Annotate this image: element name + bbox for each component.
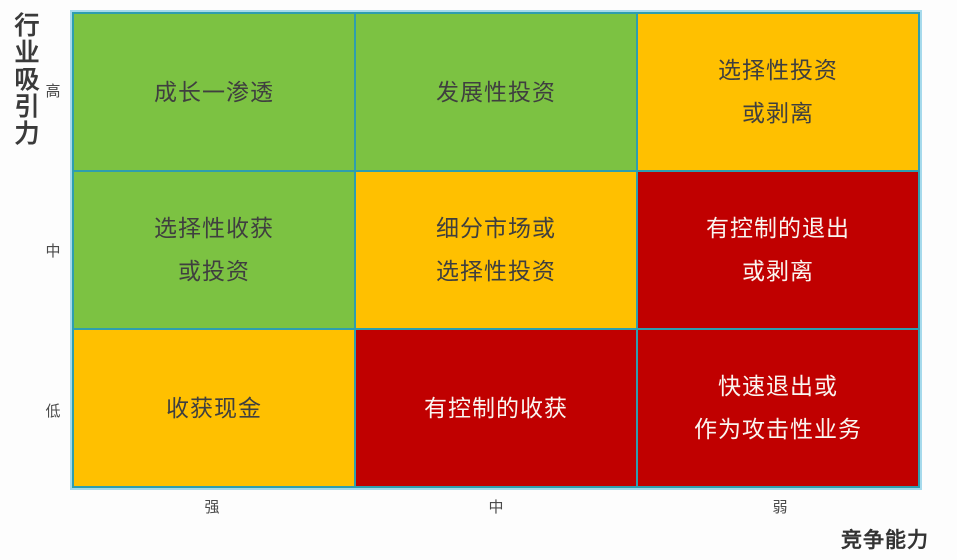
y-tick-low: 低 <box>45 402 61 420</box>
x-tick-medium: 中 <box>488 498 504 516</box>
matrix-cell-low-weak: 快速退出或 作为攻击性业务 <box>638 330 918 486</box>
x-axis-ticks: 强 中 弱 <box>70 494 922 518</box>
matrix-cell-medium-medium: 细分市场或 选择性投资 <box>356 172 636 328</box>
matrix-cell-high-medium: 发展性投资 <box>356 14 636 170</box>
matrix-grid: 成长一渗透 发展性投资 选择性投资 或剥离 选择性收获 或投资 细分市场或 选择… <box>72 12 920 488</box>
y-axis-title: 行业吸引力 <box>11 12 39 147</box>
y-tick-medium: 中 <box>45 242 61 260</box>
matrix-cell-high-weak: 选择性投资 或剥离 <box>638 14 918 170</box>
x-tick-weak: 弱 <box>772 498 788 516</box>
matrix-cell-low-medium: 有控制的收获 <box>356 330 636 486</box>
y-axis-ticks: 高 中 低 <box>40 10 66 490</box>
matrix-cell-high-strong: 成长一渗透 <box>74 14 354 170</box>
y-tick-high: 高 <box>45 82 61 100</box>
x-axis-title: 竞争能力 <box>841 529 929 552</box>
matrix-cell-medium-weak: 有控制的退出 或剥离 <box>638 172 918 328</box>
matrix-cell-medium-strong: 选择性收获 或投资 <box>74 172 354 328</box>
matrix-frame: 成长一渗透 发展性投资 选择性投资 或剥离 选择性收获 或投资 细分市场或 选择… <box>70 10 922 490</box>
x-tick-strong: 强 <box>204 498 220 516</box>
matrix-cell-low-strong: 收获现金 <box>74 330 354 486</box>
